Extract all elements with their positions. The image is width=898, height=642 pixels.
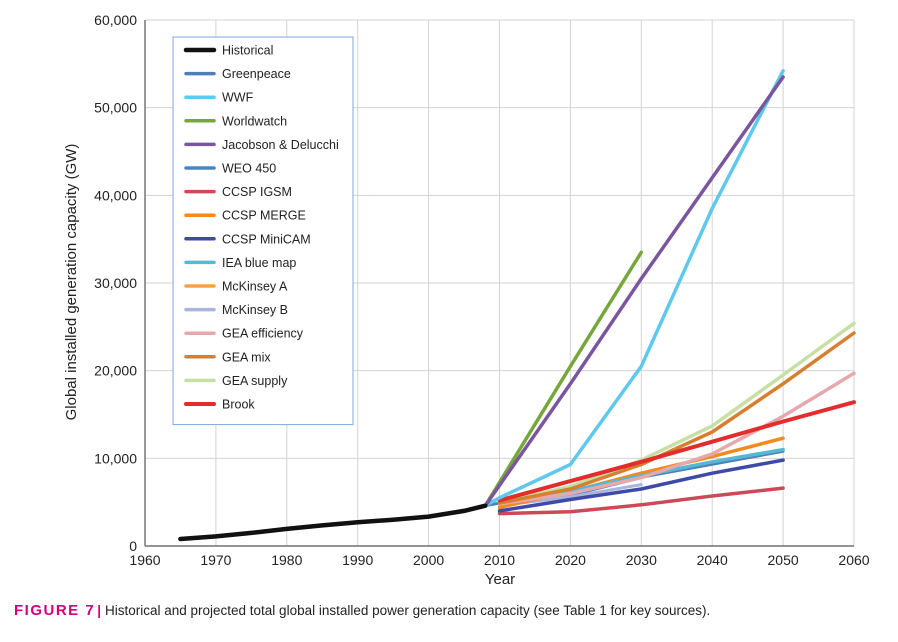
x-tick-label: 2020 <box>555 552 586 568</box>
legend-label-worldwatch: Worldwatch <box>222 114 287 128</box>
x-tick-label: 1980 <box>271 552 302 568</box>
legend-label-historical: Historical <box>222 44 273 58</box>
legend-box <box>172 36 354 426</box>
figure-caption: FIGURE 7 | Historical and projected total … <box>14 602 710 619</box>
y-axis-title: Global installed generation capacity (GW… <box>63 144 80 421</box>
series-line-ccsp-igsm <box>497 486 785 516</box>
x-tick-label: 2040 <box>697 552 728 568</box>
x-tick-label: 2050 <box>768 552 799 568</box>
legend-label-greenpeace: Greenpeace <box>222 67 291 81</box>
x-tick-label: 2010 <box>484 552 515 568</box>
series-line-ccsp-minicam <box>497 458 785 513</box>
series-line-wwf <box>483 69 785 508</box>
series-line-historical <box>178 503 488 542</box>
legend-label-ccsp-igsm: CCSP IGSM <box>222 185 292 199</box>
y-tick-label: 30,000 <box>94 275 137 291</box>
x-axis-title: Year <box>485 571 515 588</box>
legend-label-mckinsey-a: McKinsey A <box>222 280 288 294</box>
legend-label-wwf: WWF <box>222 91 254 105</box>
x-tick-label: 1960 <box>129 552 160 568</box>
legend: Historical Greenpeace WWF Worldwatch Jacobso… <box>172 36 354 426</box>
legend-label-jacobson-delucchi: Jacobson & Delucchi <box>222 138 339 152</box>
legend-label-iea-blue-map: IEA blue map <box>222 256 296 270</box>
caption-label: FIGURE 7 <box>14 602 96 619</box>
series-line-gea-mix <box>497 331 856 505</box>
y-tick-label: 20,000 <box>94 363 137 379</box>
legend-label-ccsp-merge: CCSP MERGE <box>222 209 306 223</box>
y-tick-label: 10,000 <box>94 450 137 466</box>
legend-label-mckinsey-b: McKinsey B <box>222 303 288 317</box>
series-lines <box>178 69 856 542</box>
y-tick-label: 40,000 <box>94 187 137 203</box>
tick-labels: 1960 1970 1980 1990 2000 2010 2020 2030 2040 2050… <box>94 12 870 568</box>
x-tick-label: 2030 <box>626 552 657 568</box>
y-tick-label: 60,000 <box>94 12 137 28</box>
line-chart: 1960 1970 1980 1990 2000 2010 2020 2030 2040 2050… <box>63 12 870 588</box>
series-line-jacobson-delucchi <box>483 75 785 508</box>
y-tick-label: 0 <box>129 538 137 554</box>
legend-label-ccsp-minicam: CCSP MiniCAM <box>222 232 311 246</box>
x-tick-label: 2000 <box>413 552 444 568</box>
legend-label-gea-efficiency: GEA efficiency <box>222 327 304 341</box>
series-line-gea-efficiency <box>497 371 856 506</box>
x-tick-label: 1990 <box>342 552 373 568</box>
series-line-worldwatch <box>483 250 644 508</box>
y-tick-label: 50,000 <box>94 100 137 116</box>
legend-label-gea-supply: GEA supply <box>222 374 288 388</box>
caption-separator: | <box>97 603 101 618</box>
x-tick-label: 2060 <box>838 552 869 568</box>
legend-label-brook: Brook <box>222 398 255 412</box>
series-line-brook <box>497 400 856 503</box>
axes <box>144 20 854 547</box>
series-line-gea-supply <box>497 321 856 504</box>
legend-label-gea-mix: GEA mix <box>222 350 271 364</box>
x-tick-label: 1970 <box>200 552 231 568</box>
caption-text: Historical and projected total global in… <box>104 603 711 618</box>
legend-label-weo-450: WEO 450 <box>222 162 276 176</box>
